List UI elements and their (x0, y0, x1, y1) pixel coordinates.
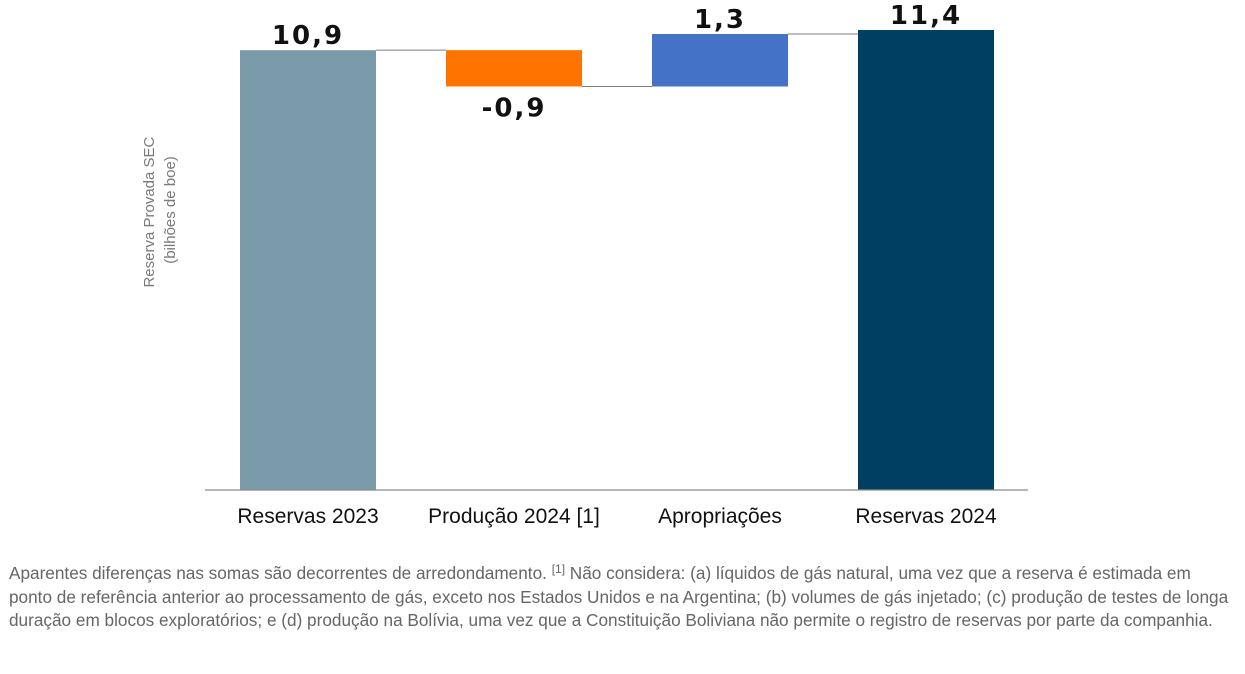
value-label-reservas-2024: 11,4 (890, 1, 962, 31)
value-label-producao-2024-1: -0,9 (482, 93, 547, 123)
footnote-text-before: Aparentes diferenças nas somas são decor… (9, 563, 552, 583)
footnote: Aparentes diferenças nas somas são decor… (9, 562, 1237, 633)
category-label-reservas-2023: Reservas 2023 (237, 505, 378, 528)
category-label-apropriacoes: Apropriações (658, 505, 782, 528)
y-axis-label-line-1: Reserva Provada SEC (141, 136, 158, 287)
bar-reservas-2023 (240, 50, 376, 490)
category-label-reservas-2024: Reservas 2024 (855, 505, 997, 528)
value-label-reservas-2023: 10,9 (272, 21, 344, 51)
y-axis-label-line-2: (bilhões de boe) (162, 156, 179, 264)
y-axis-label: Reserva Provada SEC (bilhões de boe) (141, 132, 179, 287)
category-labels: Reservas 2023 Produção 2024 [1] Apropriaçõ… (237, 505, 997, 528)
footnote-text-after: Não considera: (a) líquidos de gás natur… (9, 563, 1229, 630)
footnote-marker: [1] (551, 562, 566, 576)
category-label-producao-2024-1: Produção 2024 [1] (428, 505, 600, 528)
bars (240, 30, 994, 490)
bar-reservas-2024 (858, 30, 994, 490)
value-label-apropriacoes: 1,3 (694, 5, 746, 35)
bar-producao-2024-1 (446, 50, 582, 87)
waterfall-chart: 10,9 -0,9 1,3 11,4 Reservas 2023 Produção 20… (141, 1, 1028, 528)
bar-apropriacoes (652, 34, 788, 87)
value-labels: 10,9 -0,9 1,3 11,4 (272, 1, 962, 123)
connector-lines (376, 33, 858, 87)
